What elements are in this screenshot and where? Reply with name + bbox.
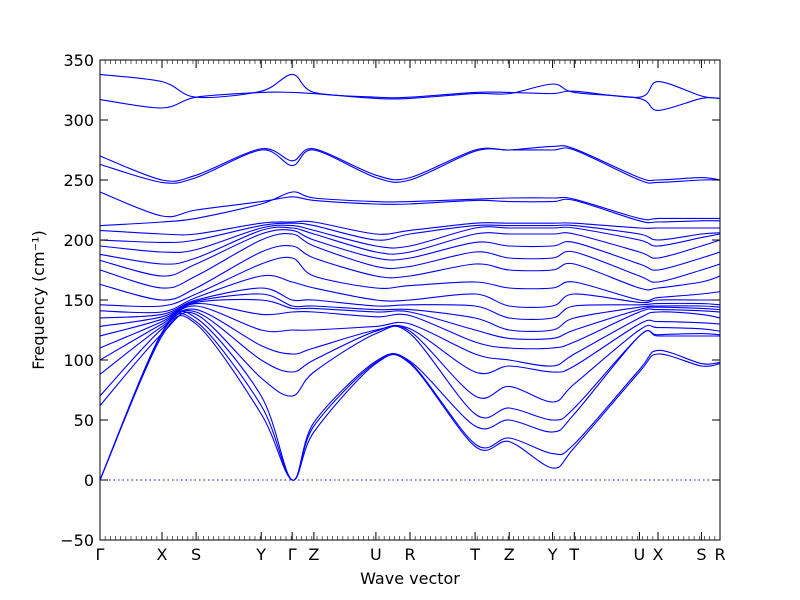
band-line-16 [99,229,721,277]
x-tick-label: X [157,545,168,564]
band-line-2 [99,313,721,481]
x-tick-label: S [191,545,201,564]
band-line-25 [99,83,721,111]
band-line-8 [99,303,721,350]
y-tick-label: 250 [63,171,94,190]
x-tick-label: Y [255,545,266,564]
x-tick-label: Y [547,545,558,564]
y-tick-label: 200 [63,231,94,250]
y-tick-label: −50 [60,531,94,550]
x-tick-label: Z [308,545,319,564]
band-line-14 [99,245,721,301]
band-line-19 [99,222,721,243]
band-line-21 [99,191,720,227]
x-tick-label: R [404,545,415,564]
x-tick-label: Γ [96,545,105,564]
band-line-18 [99,224,721,254]
x-tick-label: T [469,545,480,564]
k-minor-ticks [104,60,716,540]
band-line-11 [99,287,721,320]
plot-frame [99,59,721,541]
x-tick-label: R [714,545,725,564]
band-line-9 [99,298,721,340]
x-tick-label: S [696,545,706,564]
x-tick-label: Z [504,545,515,564]
x-axis-label: Wave vector [360,569,460,588]
band-line-13 [99,256,721,308]
band-line-17 [99,226,721,265]
y-tick-label: 350 [63,51,94,70]
y-tick-label: 50 [74,411,94,430]
x-tick-label: T [568,545,579,564]
band-line-3 [99,310,720,481]
band-line-10 [99,293,721,332]
band-line-7 [99,305,721,367]
x-tick-label: X [653,545,664,564]
band-line-15 [99,233,721,289]
y-tick-label: 100 [63,351,94,370]
band-line-22 [99,191,721,224]
y-tick-label: 150 [63,291,94,310]
band-line-6 [99,308,721,375]
band-line-24 [99,145,721,182]
y-axis-label: Frequency (cm⁻¹) [29,230,48,369]
x-tick-label: U [634,545,646,564]
x-tick-label: Γ [288,545,297,564]
band-line-23 [99,147,721,184]
y-tick-label: 300 [63,111,94,130]
band-line-20 [99,220,720,236]
y-axis-ticks: −50 0 50 100 150 200 250 300 350 [60,51,720,550]
band-line-4 [99,311,721,421]
band-line-12 [99,274,720,314]
band-line-26 [99,73,721,99]
band-line-5 [99,310,721,403]
y-tick-label: 0 [84,471,94,490]
x-tick-label: U [370,545,382,564]
band-line-1 [99,315,721,481]
band-series-layer [99,73,721,481]
